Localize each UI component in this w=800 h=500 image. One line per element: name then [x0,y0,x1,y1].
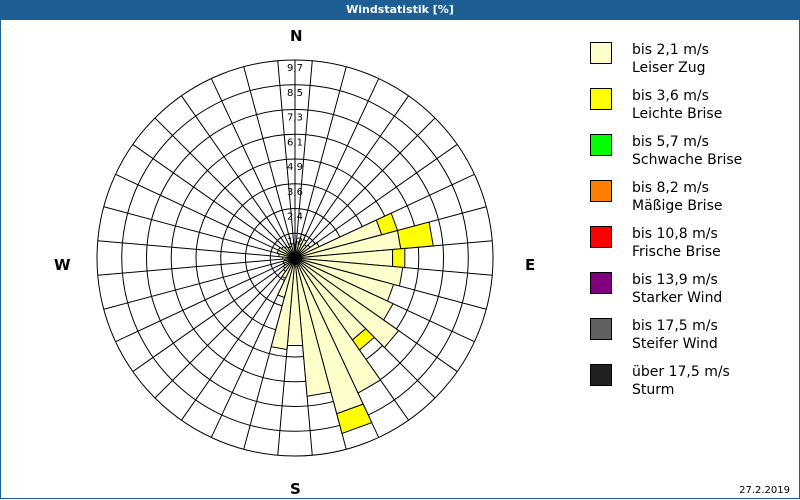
svg-text:9,7: 9,7 [287,63,303,74]
legend-swatch [590,364,612,386]
legend-swatch [590,42,612,64]
date-stamp: 27.2.2019 [739,485,790,496]
legend-name: Sturm [632,382,675,398]
legend-range: bis 17,5 m/s [632,318,718,334]
legend-swatch [590,318,612,340]
legend-item-sturm: über 17,5 m/s Sturm [590,362,790,408]
svg-text:8,5: 8,5 [287,88,303,99]
compass-south-label: S [290,480,301,498]
legend-item-steifer-wind: bis 17,5 m/s Steifer Wind [590,316,790,362]
window-title: Windstatistik [%] [0,0,800,20]
legend-swatch [590,226,612,248]
legend-range: bis 10,8 m/s [632,226,718,242]
legend-range: über 17,5 m/s [632,364,730,380]
legend-name: Steifer Wind [632,336,718,352]
svg-text:3,6: 3,6 [287,187,303,198]
legend-swatch [590,134,612,156]
compass-north-label: N [290,27,303,45]
legend-item-leiser-zug: bis 2,1 m/s Leiser Zug [590,40,790,86]
legend-name: Leichte Brise [632,106,723,122]
legend-range: bis 5,7 m/s [632,134,709,150]
legend-item-frische-brise: bis 10,8 m/s Frische Brise [590,224,790,270]
legend-item-leichte-brise: bis 3,6 m/s Leichte Brise [590,86,790,132]
svg-text:7,3: 7,3 [287,113,303,124]
compass-west-label: W [54,256,71,274]
legend: bis 2,1 m/s Leiser Zug bis 3,6 m/s Leichte… [590,40,790,408]
svg-text:6,1: 6,1 [287,137,303,148]
legend-range: bis 8,2 m/s [632,180,709,196]
svg-text:1,2: 1,2 [287,236,303,247]
legend-swatch [590,88,612,110]
svg-text:4,9: 4,9 [287,162,303,173]
legend-name: Frische Brise [632,244,721,260]
legend-item-schwache-brise: bis 5,7 m/s Schwache Brise [590,132,790,178]
legend-item-maessige-brise: bis 8,2 m/s Mäßige Brise [590,178,790,224]
legend-name: Starker Wind [632,290,723,306]
legend-item-starker-wind: bis 13,9 m/s Starker Wind [590,270,790,316]
legend-name: Leiser Zug [632,60,706,76]
legend-name: Mäßige Brise [632,198,723,214]
legend-swatch [590,180,612,202]
legend-range: bis 2,1 m/s [632,42,709,58]
svg-text:2,4: 2,4 [287,212,303,223]
legend-range: bis 3,6 m/s [632,88,709,104]
legend-name: Schwache Brise [632,152,743,168]
compass-east-label: E [525,256,536,274]
legend-swatch [590,272,612,294]
legend-range: bis 13,9 m/s [632,272,718,288]
